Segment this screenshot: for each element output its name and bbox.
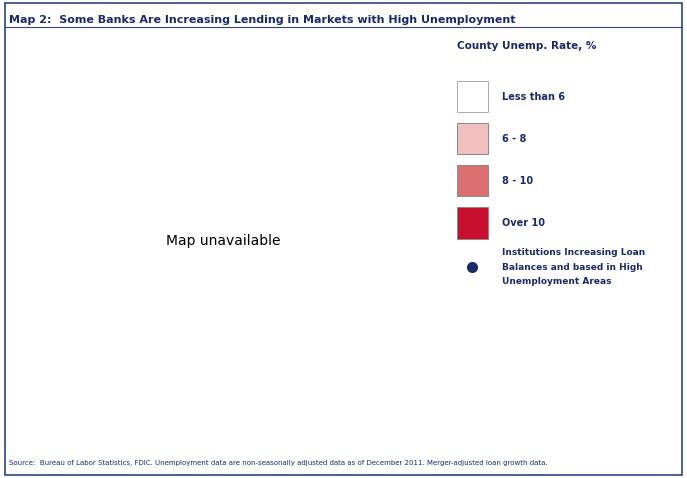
Text: Source:  Bureau of Labor Statistics, FDIC. Unemployment data are non-seasonally : Source: Bureau of Labor Statistics, FDIC… [9,459,548,466]
Text: Less than 6: Less than 6 [502,92,565,101]
Text: 8 - 10: 8 - 10 [502,176,533,185]
FancyBboxPatch shape [457,165,488,196]
Text: Unemployment Areas: Unemployment Areas [502,277,611,286]
Text: County Unemp. Rate, %: County Unemp. Rate, % [457,42,596,51]
Text: Balances and based in High: Balances and based in High [502,263,643,272]
FancyBboxPatch shape [457,207,488,239]
Text: Map 2:  Some Banks Are Increasing Lending in Markets with High Unemployment: Map 2: Some Banks Are Increasing Lending… [9,15,515,25]
FancyBboxPatch shape [457,81,488,112]
Text: Over 10: Over 10 [502,218,545,228]
Text: Institutions Increasing Loan: Institutions Increasing Loan [502,249,645,258]
Text: 6 - 8: 6 - 8 [502,134,526,143]
FancyBboxPatch shape [457,123,488,154]
Text: Map unavailable: Map unavailable [166,234,280,248]
